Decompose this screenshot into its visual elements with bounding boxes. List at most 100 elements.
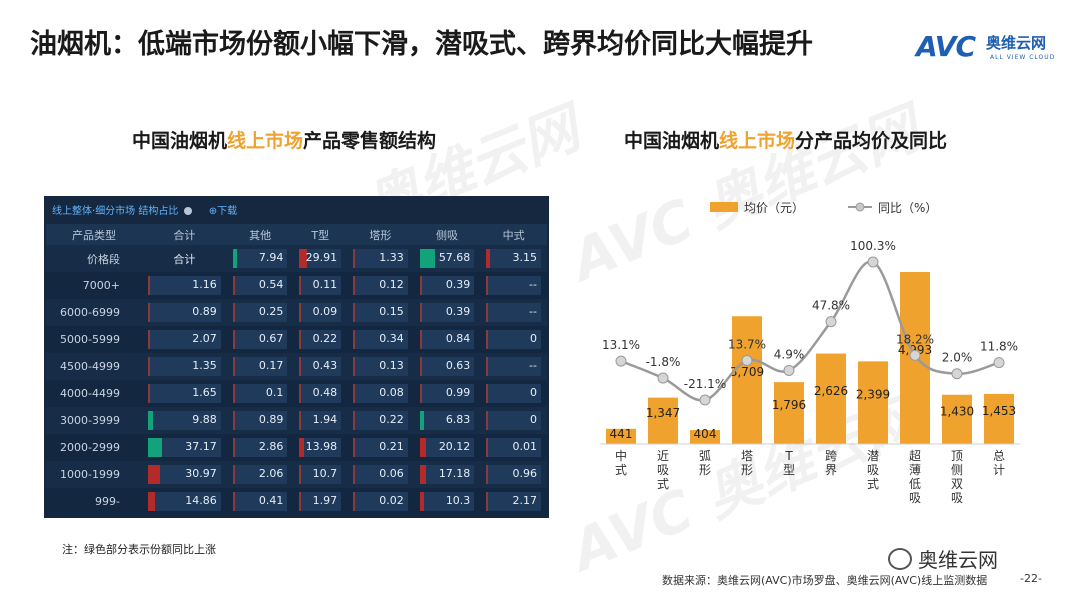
cell-value: 0.1 [265,386,284,399]
share-bar-red [301,438,304,457]
tab-online-overall[interactable]: 线上整体 [52,206,92,217]
line-point-7 [909,349,921,361]
col-header[interactable]: 塔形 [347,224,414,245]
share-bar-red [301,249,307,268]
cell-value: 0.48 [312,386,338,399]
row-label: 5000-5999 [46,326,142,353]
value-cell: 0.12 [353,276,408,295]
bar-value-label: 3,709 [730,365,764,379]
table-cell: 0.22 [347,407,414,434]
bar-value-label: 1,453 [982,404,1016,418]
col-header[interactable]: 其他 [226,224,294,245]
value-cell: 29.91 [299,249,342,268]
table-row: 4500-4999 1.35 0.17 0.43 0.13 0.63 -- [46,353,547,380]
cell-value: 1.35 [192,359,217,372]
legend-bar-swatch [710,202,738,212]
cell-value: 2.86 [258,440,284,453]
info-icon[interactable] [183,207,192,215]
share-bar-green [234,249,237,268]
value-cell: 1.97 [299,492,342,511]
col-header[interactable]: 侧吸 [413,224,481,245]
table-cell: 0.15 [347,299,414,326]
table-cell: 1.16 [142,272,227,299]
bar-2 [690,430,720,444]
table-row: 2000-2999 37.17 2.86 13.98 0.21 20.12 0.01 [46,434,547,461]
table-cell: 0.48 [293,380,348,407]
table-cell: 10.7 [293,461,348,488]
table-cell: 0.84 [413,326,481,353]
value-cell: 0.21 [353,438,408,457]
value-cell: 2.06 [232,465,288,484]
avc-logo: AVC 奥维云网 ALL VIEW CLOUD [916,30,1066,66]
page-number: -22- [1020,572,1042,585]
tab-segment-market[interactable]: 细分市场 [95,206,136,217]
cell-value: 1.65 [192,386,217,399]
line-value-label: 47.8% [812,299,850,313]
category-label: 吸 [909,491,921,505]
tab-structure-share[interactable]: 结构占比 [138,206,179,217]
value-cell: 57.68 [419,249,475,268]
col-header[interactable]: 合计 [142,224,227,245]
value-cell: -- [486,303,541,322]
share-bar-green [150,411,154,430]
category-label: 式 [657,477,669,491]
value-cell: 0.1 [232,384,288,403]
download-link[interactable]: ⊕下载 [208,206,238,217]
value-cell: 10.7 [299,465,342,484]
cell-value: 0.63 [445,359,471,372]
value-cell: 0.39 [419,303,475,322]
table-cell: 2.07 [142,326,227,353]
table-cell: 1.97 [293,488,348,515]
cell-value: -- [529,278,537,291]
share-bar-red [421,465,426,484]
table-cell: 37.17 [142,434,227,461]
table-cell: 29.91 [293,245,348,272]
yoy-line [620,260,1000,402]
category-label: 潜 [867,449,879,463]
download-label: 下载 [217,206,238,217]
value-cell: -- [486,357,541,376]
value-cell: 14.86 [148,492,221,511]
col-header[interactable]: T型 [293,224,348,245]
row-label: 4000-4499 [46,380,142,407]
value-cell: 17.18 [419,465,475,484]
cell-value: 2.17 [512,494,538,507]
value-cell: 9.88 [148,411,221,430]
cell-value: 17.18 [438,467,471,480]
cell-value: 0.54 [258,278,284,291]
total-label-cell: 合计 [142,245,227,272]
bar-0 [606,428,636,444]
share-bar-green [421,249,436,268]
cell-value: 7.94 [258,251,284,264]
table-cell: 1.33 [347,245,414,272]
share-bar-red [150,492,155,511]
table-title-highlight: 线上市场 [227,130,304,152]
line-point-4 [783,364,795,376]
col-header[interactable]: 中式 [480,224,547,245]
cell-value: -- [529,305,537,318]
table-cell: 0.22 [293,326,348,353]
cell-value: 0.21 [379,440,404,453]
value-cell: 1.65 [148,384,221,403]
cell-value: 0.34 [379,332,404,345]
table-cell: 0.21 [347,434,414,461]
cell-value: 0 [530,413,537,426]
value-cell: 1.33 [353,249,408,268]
table-cell: 0.13 [347,353,414,380]
value-cell: 0.48 [299,384,342,403]
table-cell: 1.94 [293,407,348,434]
bar-8 [942,394,972,444]
cell-value: 37.17 [185,440,217,453]
table-header-row: 产品类型 合计 其他 T型 塔形 侧吸 中式 [46,224,547,245]
value-cell: 0.25 [232,303,288,322]
cell-value: 0.17 [258,359,284,372]
cell-value: 0.25 [258,305,284,318]
table-cell: -- [480,299,547,326]
cell-value: 0.12 [379,278,404,291]
table-cell: 20.12 [413,434,481,461]
table-cell: 0.06 [347,461,414,488]
cell-value: 0.06 [379,467,404,480]
line-point-1 [657,372,669,384]
chart-title-pre: 中国油烟机 [624,130,720,152]
table-row: 6000-6999 0.89 0.25 0.09 0.15 0.39 -- [46,299,547,326]
